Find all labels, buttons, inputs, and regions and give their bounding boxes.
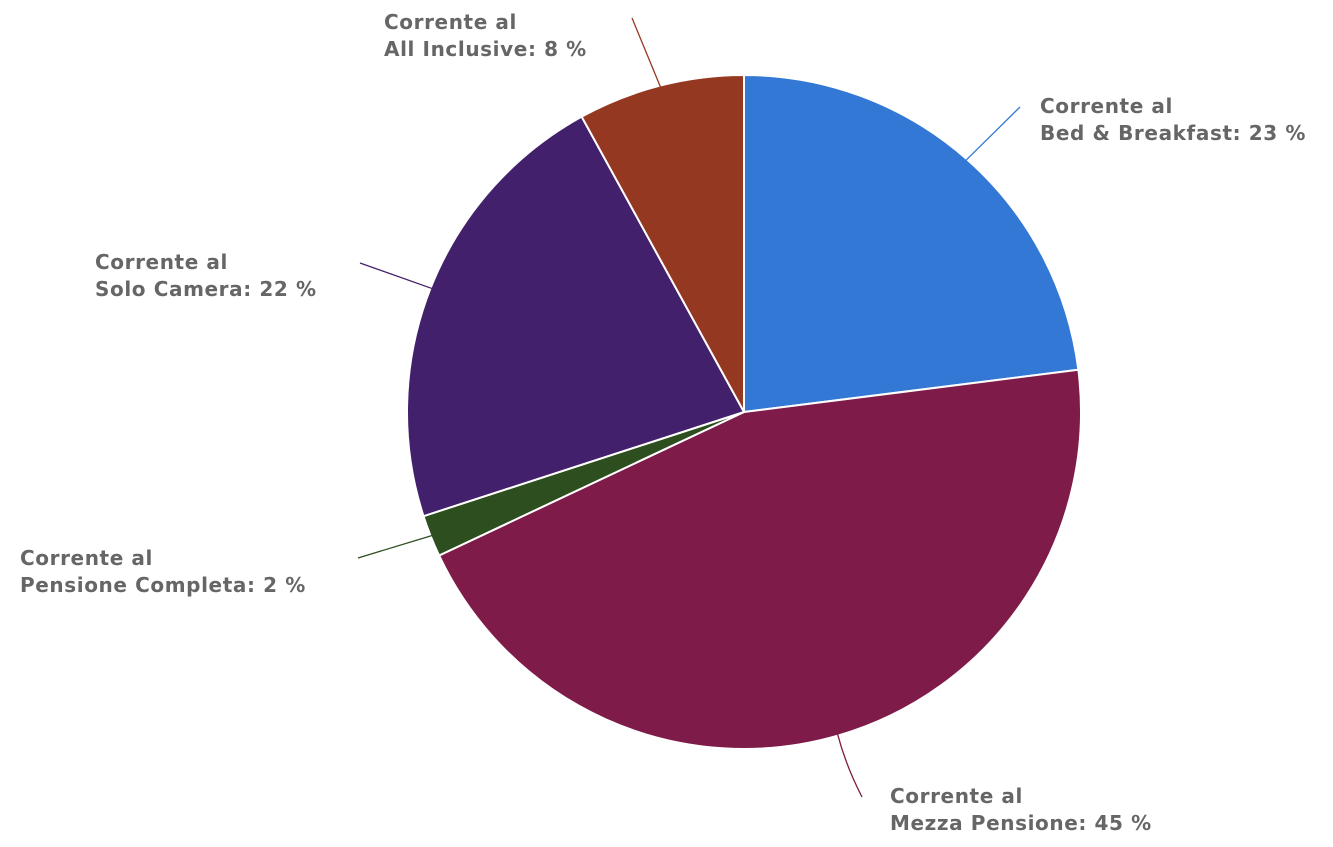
- slice-label-solo-camera: Corrente al Solo Camera: 22 %: [95, 250, 317, 301]
- connector-line-all-inclusive: [631, 17, 662, 88]
- slice-label-line1: Corrente al: [20, 546, 153, 570]
- label-connectors: [357, 17, 1021, 798]
- connector-line-bed-breakfast: [965, 106, 1021, 162]
- slice-label-mezza-pensione: Corrente al Mezza Pensione: 45 %: [890, 784, 1152, 835]
- connector-line-pensione-completa: [357, 534, 433, 559]
- slice-label-line1: Corrente al: [890, 784, 1023, 808]
- slice-label-line2: Bed & Breakfast: 23 %: [1040, 121, 1306, 145]
- slice-label-all-inclusive: Corrente al All Inclusive: 8 %: [384, 10, 587, 61]
- slice-labels: Corrente al Bed & Breakfast: 23 %Corrente…: [20, 10, 1306, 835]
- connector-line-mezza-pensione: [836, 733, 863, 798]
- slice-label-line2: All Inclusive: 8 %: [384, 37, 587, 61]
- slice-label-line2: Pensione Completa: 2 %: [20, 573, 306, 597]
- slice-label-line2: Mezza Pensione: 45 %: [890, 811, 1152, 835]
- pie-slices: [406, 73, 1082, 750]
- slice-label-bed-breakfast: Corrente al Bed & Breakfast: 23 %: [1040, 94, 1306, 145]
- slice-label-line2: Solo Camera: 22 %: [95, 277, 317, 301]
- slice-label-line1: Corrente al: [384, 10, 517, 34]
- slice-label-pensione-completa: Corrente al Pensione Completa: 2 %: [20, 546, 306, 597]
- slice-label-line1: Corrente al: [1040, 94, 1173, 118]
- pie-slice-bed-breakfast[interactable]: [743, 73, 1080, 414]
- slice-label-line1: Corrente al: [95, 250, 228, 274]
- connector-line-solo-camera: [359, 262, 433, 290]
